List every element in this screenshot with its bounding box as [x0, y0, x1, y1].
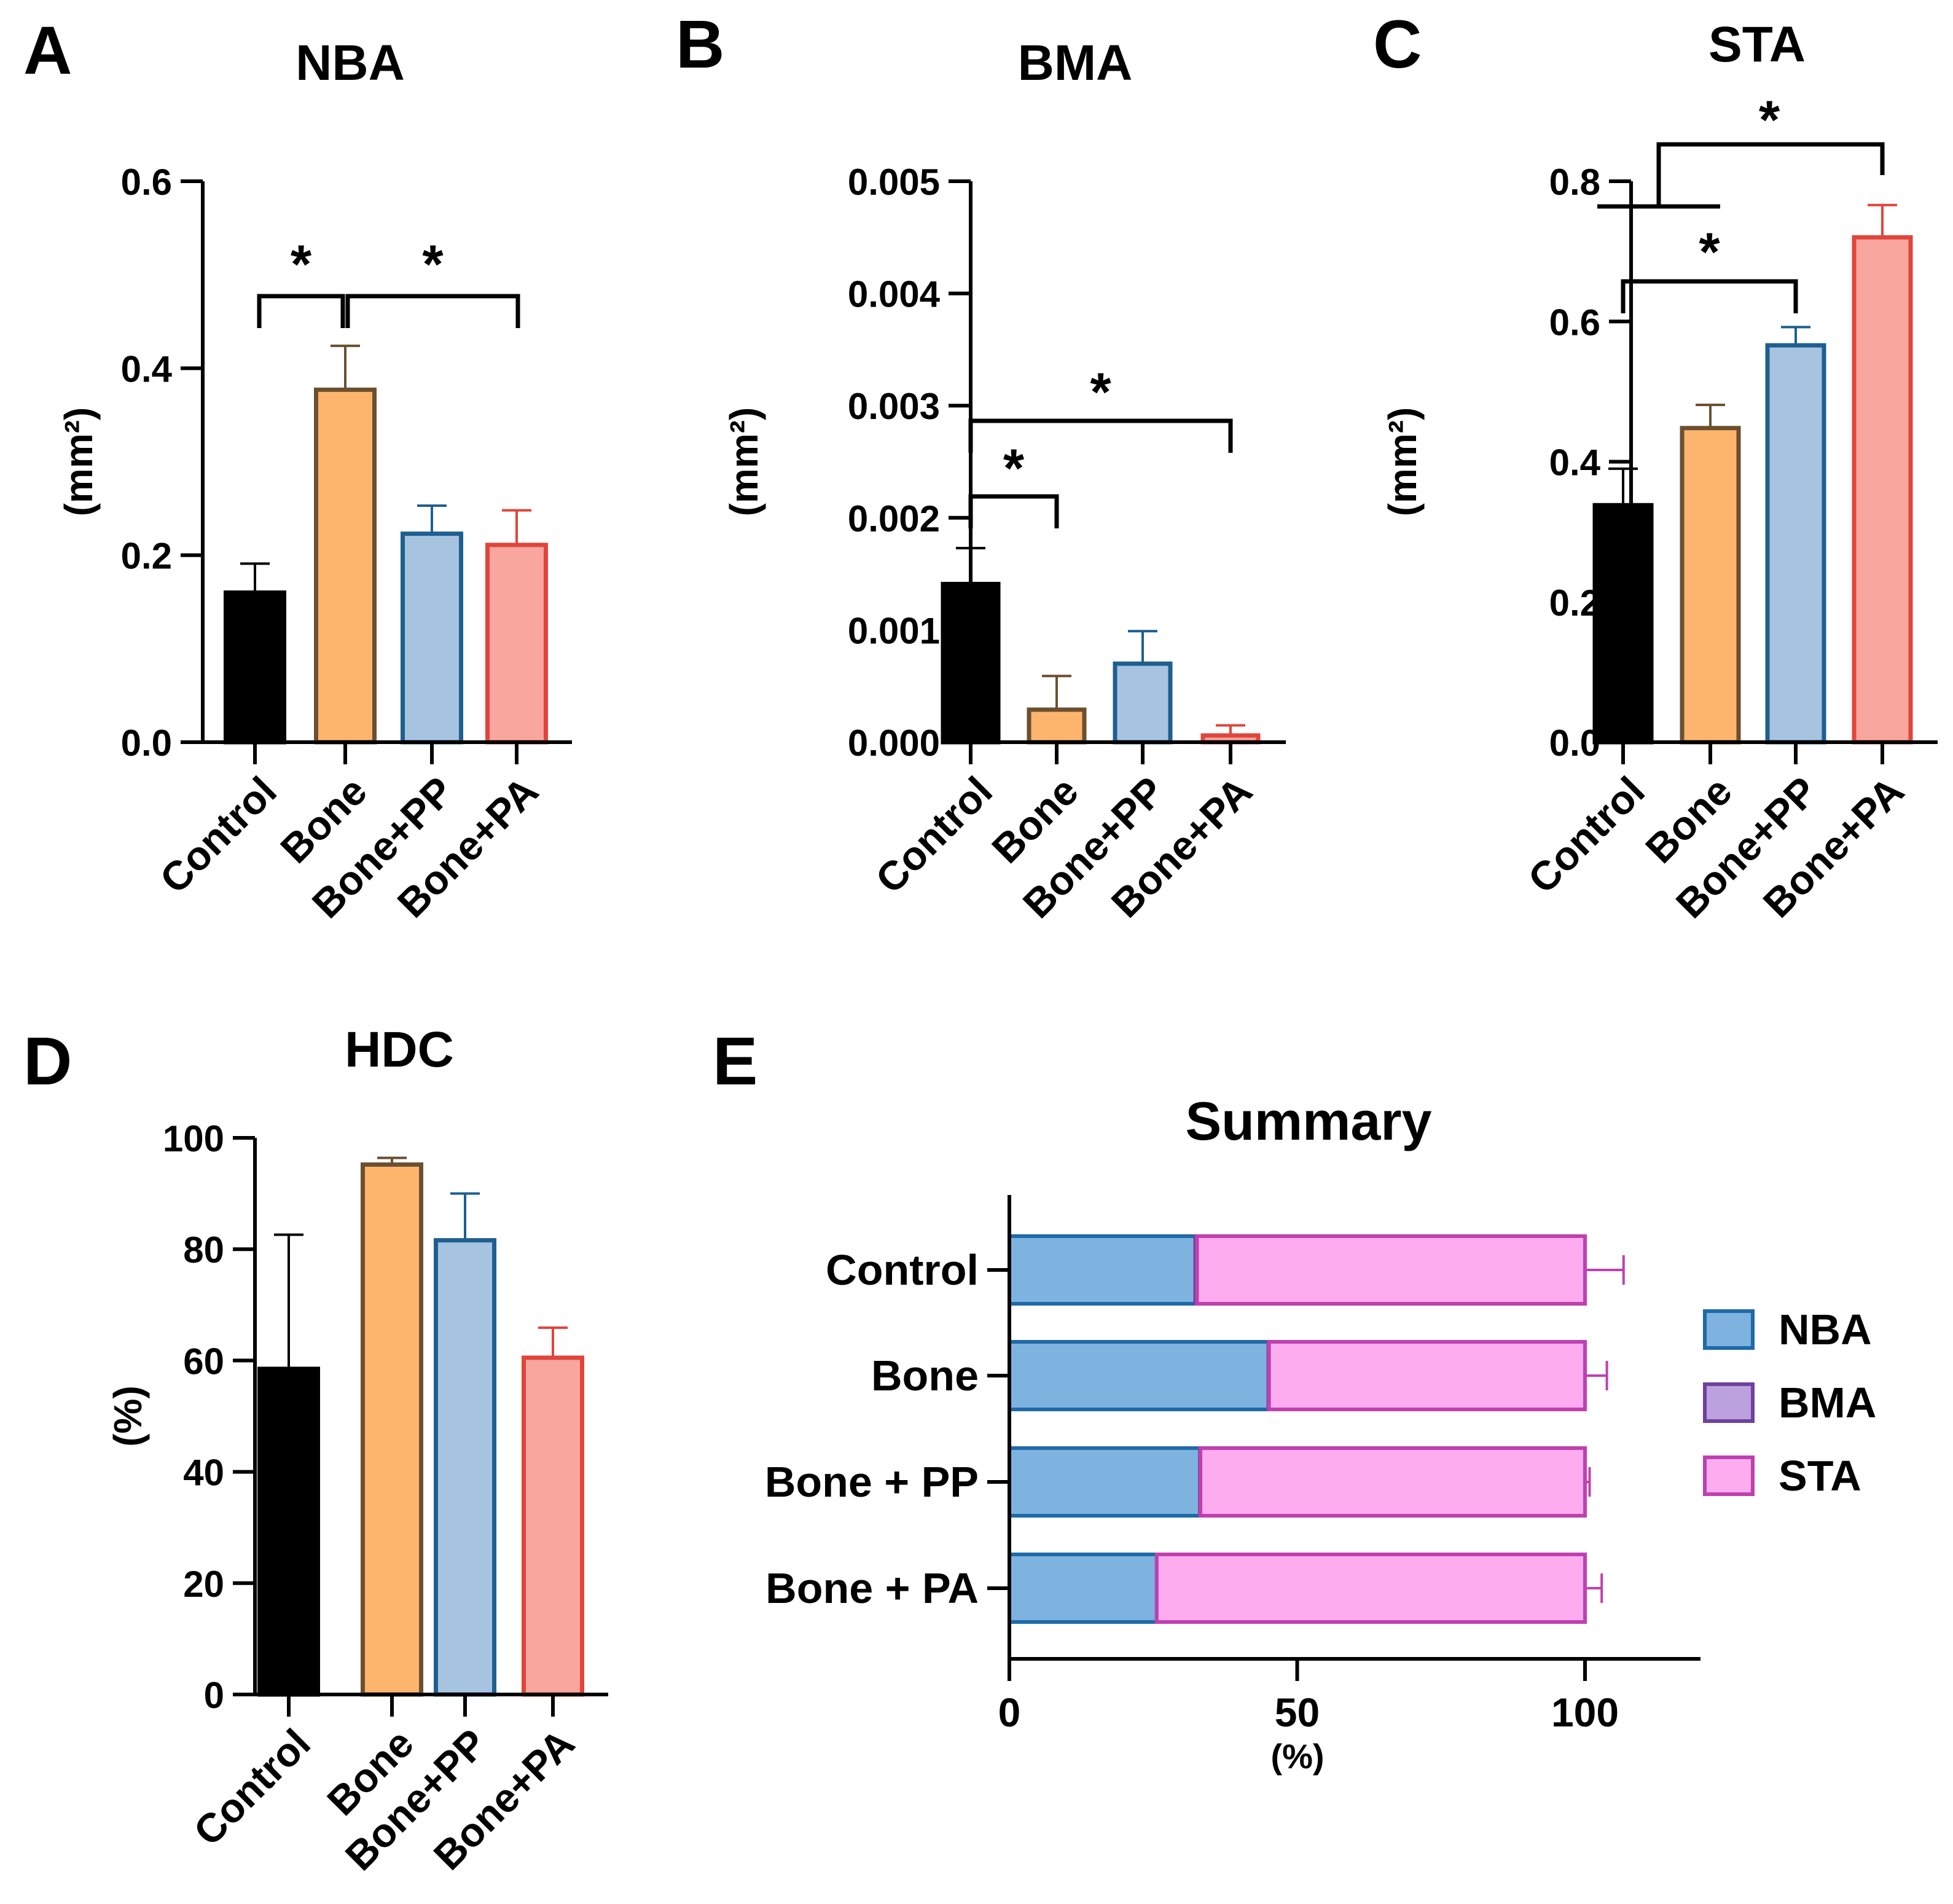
- y-tick-label: 0.002: [848, 498, 940, 539]
- legend-label: STA: [1779, 1452, 1861, 1500]
- bar: [1680, 426, 1741, 745]
- significance-star: *: [1759, 89, 1780, 150]
- significance-bracket: [257, 294, 345, 328]
- x-tick-label: Control: [151, 768, 285, 902]
- stacked-bar-segment: [1154, 1553, 1587, 1624]
- panel-c-sta-chart: C STA(mm²)0.00.20.40.60.8ControlBoneBone+…: [1373, 7, 1938, 927]
- legend-swatch: [1703, 1382, 1755, 1423]
- legend-swatch: [1703, 1309, 1755, 1350]
- chart-title: STA: [1708, 17, 1806, 72]
- panel-letter: A: [23, 13, 72, 88]
- bar: [361, 1162, 423, 1697]
- y-tick-label: Bone + PP: [765, 1458, 979, 1506]
- stacked-bar-segment: [1008, 1340, 1270, 1411]
- significance-bracket: [968, 494, 1059, 528]
- legend-swatch: [1703, 1455, 1755, 1496]
- y-tick-label: 0.001: [848, 610, 940, 651]
- y-tick-label: 0.4: [121, 348, 173, 390]
- y-tick-label: 0.004: [848, 274, 941, 315]
- y-tick-label: 100: [163, 1118, 224, 1159]
- y-axis-label: (mm²): [57, 407, 101, 517]
- panel-letter: C: [1373, 7, 1422, 82]
- y-axis-label: (%): [106, 1385, 150, 1447]
- bar: [314, 387, 377, 745]
- y-tick-label: 0.000: [848, 723, 940, 764]
- y-tick-label: 0.8: [1549, 162, 1600, 203]
- y-tick-label: 0.005: [848, 162, 940, 203]
- x-tick-label: 50: [1275, 1690, 1320, 1735]
- significance-star: *: [291, 233, 312, 294]
- bar: [1852, 235, 1913, 745]
- panel-a-nba-chart: A NBA(mm²)0.00.20.40.6ControlBoneBone+PPB…: [23, 13, 572, 927]
- legend-label: NBA: [1779, 1306, 1872, 1354]
- significance-star: *: [422, 233, 444, 294]
- y-tick-label: 0.6: [1549, 302, 1600, 343]
- y-tick-label: 0.2: [121, 536, 172, 577]
- significance-star: *: [1699, 221, 1720, 282]
- y-tick-label: Bone + PA: [765, 1564, 979, 1612]
- stacked-bar-segment: [1195, 1234, 1587, 1306]
- y-tick-label: 0.0: [121, 723, 172, 764]
- stacked-bar-segment: [1008, 1553, 1159, 1624]
- significance-bracket: [1656, 142, 1885, 206]
- panel-letter: D: [23, 1024, 72, 1099]
- x-tick-label: Control: [185, 1720, 319, 1854]
- x-tick-label: 100: [1551, 1690, 1619, 1735]
- significance-star: *: [1090, 361, 1111, 422]
- y-tick-label: Control: [826, 1246, 979, 1294]
- bar: [224, 590, 286, 745]
- stacked-bar-segment: [1199, 1446, 1587, 1518]
- panel-b-bma-chart: B BMA (mm²) 0.000 0.001 0.002 0.003 0.004 0.005 C…: [676, 7, 1286, 927]
- stacked-bar-segment: [1008, 1446, 1202, 1518]
- chart-title: NBA: [295, 35, 405, 91]
- y-tick-label: 40: [183, 1452, 224, 1494]
- y-tick-label: 20: [183, 1564, 224, 1605]
- x-tick-label: Control: [1519, 768, 1653, 902]
- bar: [434, 1238, 496, 1697]
- bar: [257, 1366, 320, 1697]
- x-axis-label: (%): [1270, 1737, 1324, 1776]
- chart-title: HDC: [345, 1022, 454, 1078]
- x-tick-label: Control: [867, 768, 1001, 902]
- panel-letter: E: [713, 1024, 757, 1099]
- significance-bracket: [968, 418, 1233, 453]
- y-tick-label: 0.6: [121, 162, 172, 203]
- y-tick-label: Bone: [871, 1352, 979, 1400]
- panel-letter: B: [676, 7, 724, 82]
- y-tick-label: 60: [183, 1341, 224, 1382]
- x-tick-label: 0: [998, 1690, 1021, 1735]
- bar: [401, 531, 463, 745]
- y-axis-label: (mm²): [1380, 407, 1425, 517]
- bar: [522, 1355, 584, 1697]
- legend-label: BMA: [1779, 1379, 1876, 1427]
- y-tick-label: 80: [183, 1229, 224, 1271]
- significance-star: *: [1003, 437, 1025, 498]
- stacked-bar-segment: [1267, 1340, 1587, 1411]
- chart-title: BMA: [1018, 35, 1133, 91]
- y-tick-label: 0: [204, 1675, 224, 1716]
- significance-bracket: [345, 294, 520, 328]
- panel-e-summary-chart: E Summary Control Bone Bone + PP Bone + PA 0 5…: [713, 1024, 1876, 1776]
- significance-bracket: [1621, 279, 1798, 313]
- y-axis-label: (mm²): [722, 407, 766, 517]
- bar: [485, 543, 548, 745]
- y-tick-label: 0.2: [1549, 582, 1600, 624]
- bar: [1765, 343, 1826, 745]
- stacked-bar-segment: [1008, 1234, 1197, 1306]
- y-tick-label: 0.0: [1549, 723, 1600, 764]
- y-tick-label: 0.4: [1549, 442, 1601, 484]
- bar: [1113, 661, 1173, 745]
- bar: [1027, 707, 1087, 745]
- y-tick-label: 0.003: [848, 386, 940, 427]
- bar: [1592, 503, 1654, 745]
- chart-title: Summary: [1185, 1091, 1431, 1151]
